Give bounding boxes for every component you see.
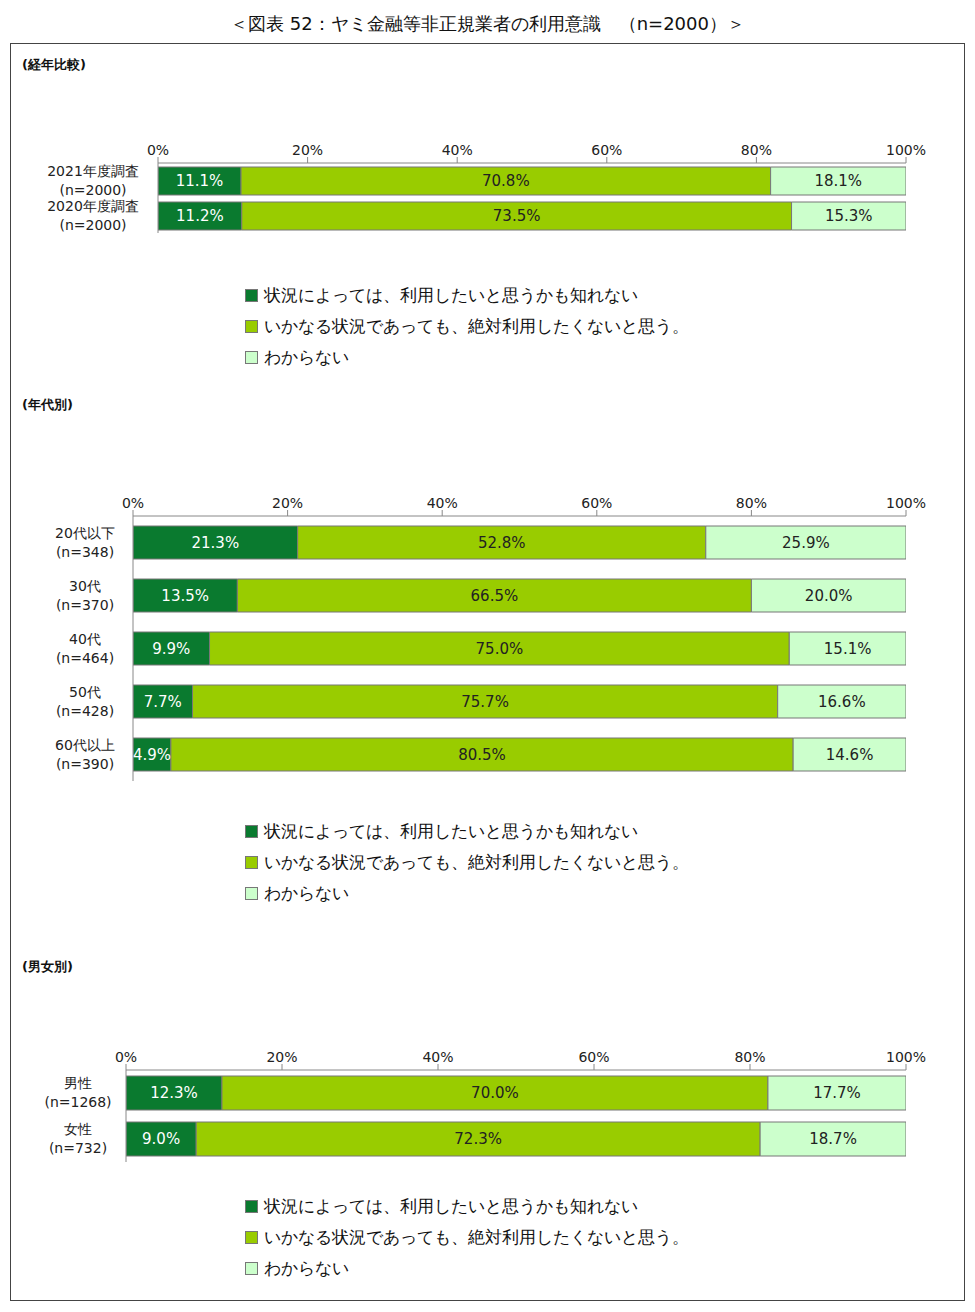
svg-text:4.9%: 4.9%	[133, 746, 171, 764]
svg-text:40代(n=464): 40代(n=464)	[56, 631, 114, 666]
html-text:状況によっては、利用したいと思うかも知れない: 状況によっては、利用したいと思うかも知れない	[264, 821, 638, 841]
svg-text:60%: 60%	[581, 495, 612, 511]
svg-text:30代(n=370): 30代(n=370)	[56, 578, 114, 613]
svg-text:100%: 100%	[886, 142, 926, 158]
svg-text:75.0%: 75.0%	[476, 640, 524, 658]
svg-text:16.6%: 16.6%	[818, 693, 866, 711]
svg-text:9.0%: 9.0%	[142, 1130, 180, 1148]
html-text:いかなる状況であっても、絶対利用したくないと思う。: いかなる状況であっても、絶対利用したくないと思う。	[264, 316, 689, 336]
svg-text:14.6%: 14.6%	[826, 746, 874, 764]
svg-text:100%: 100%	[886, 495, 926, 511]
svg-text:73.5%: 73.5%	[493, 207, 541, 225]
svg-text:男性(n=1268): 男性(n=1268)	[44, 1075, 111, 1110]
svg-text:20%: 20%	[266, 1049, 297, 1065]
svg-text:100%: 100%	[886, 1049, 926, 1065]
svg-text:9.9%: 9.9%	[152, 640, 190, 658]
svg-text:40%: 40%	[427, 495, 458, 511]
svg-text:0%: 0%	[115, 1049, 137, 1065]
svg-text:15.1%: 15.1%	[824, 640, 872, 658]
svg-text:女性(n=732): 女性(n=732)	[49, 1121, 107, 1156]
svg-text:60%: 60%	[578, 1049, 609, 1065]
svg-text:2020年度調査(n=2000): 2020年度調査(n=2000)	[47, 198, 139, 233]
svg-text:80%: 80%	[741, 142, 772, 158]
svg-text:72.3%: 72.3%	[454, 1130, 502, 1148]
svg-text:40%: 40%	[442, 142, 473, 158]
html-text:＜図表 52：ヤミ金融等非正規業者の利用意識 （n=2000: ＜図表 52：ヤミ金融等非正規業者の利用意識 （n=2000）＞	[230, 13, 745, 34]
svg-text:80.5%: 80.5%	[458, 746, 506, 764]
svg-text:52.8%: 52.8%	[478, 534, 526, 552]
svg-text:66.5%: 66.5%	[471, 587, 519, 605]
svg-text:70.8%: 70.8%	[482, 172, 530, 190]
svg-text:18.1%: 18.1%	[814, 172, 862, 190]
html-text:(年代別): (年代別)	[22, 397, 73, 412]
html-text:状況によっては、利用したいと思うかも知れない: 状況によっては、利用したいと思うかも知れない	[264, 1196, 638, 1216]
svg-text:15.3%: 15.3%	[825, 207, 873, 225]
svg-text:0%: 0%	[122, 495, 144, 511]
svg-text:20.0%: 20.0%	[805, 587, 853, 605]
svg-text:11.2%: 11.2%	[176, 207, 224, 225]
html-text:わからない: わからない	[264, 883, 349, 903]
svg-text:2021年度調査(n=2000): 2021年度調査(n=2000)	[47, 163, 139, 198]
svg-text:11.1%: 11.1%	[176, 172, 224, 190]
html-text:いかなる状況であっても、絶対利用したくないと思う。: いかなる状況であっても、絶対利用したくないと思う。	[264, 852, 689, 872]
svg-text:25.9%: 25.9%	[782, 534, 830, 552]
html-text:(男女別): (男女別)	[22, 959, 73, 974]
html-text:(経年比較): (経年比較)	[22, 57, 86, 72]
svg-text:21.3%: 21.3%	[191, 534, 239, 552]
svg-text:7.7%: 7.7%	[144, 693, 182, 711]
svg-text:12.3%: 12.3%	[150, 1084, 198, 1102]
svg-text:20%: 20%	[272, 495, 303, 511]
svg-text:75.7%: 75.7%	[461, 693, 509, 711]
svg-text:50代(n=428): 50代(n=428)	[56, 684, 114, 719]
svg-text:40%: 40%	[422, 1049, 453, 1065]
svg-text:20%: 20%	[292, 142, 323, 158]
svg-text:60代以上(n=390): 60代以上(n=390)	[55, 737, 115, 772]
svg-text:0%: 0%	[147, 142, 169, 158]
svg-text:17.7%: 17.7%	[813, 1084, 861, 1102]
svg-text:20代以下(n=348): 20代以下(n=348)	[55, 525, 115, 560]
html-text:わからない: わからない	[264, 1258, 349, 1278]
svg-text:80%: 80%	[734, 1049, 765, 1065]
svg-text:60%: 60%	[591, 142, 622, 158]
svg-text:13.5%: 13.5%	[161, 587, 209, 605]
svg-text:80%: 80%	[736, 495, 767, 511]
svg-text:18.7%: 18.7%	[809, 1130, 857, 1148]
svg-text:70.0%: 70.0%	[471, 1084, 519, 1102]
html-text:いかなる状況であっても、絶対利用したくないと思う。: いかなる状況であっても、絶対利用したくないと思う。	[264, 1227, 689, 1247]
html-text:わからない: わからない	[264, 347, 349, 367]
html-text:状況によっては、利用したいと思うかも知れない: 状況によっては、利用したいと思うかも知れない	[264, 285, 638, 305]
